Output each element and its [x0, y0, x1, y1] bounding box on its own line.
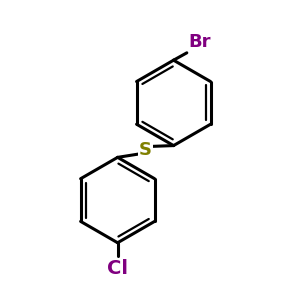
Text: Cl: Cl: [107, 259, 128, 278]
Text: Br: Br: [188, 33, 211, 51]
Text: S: S: [139, 141, 152, 159]
